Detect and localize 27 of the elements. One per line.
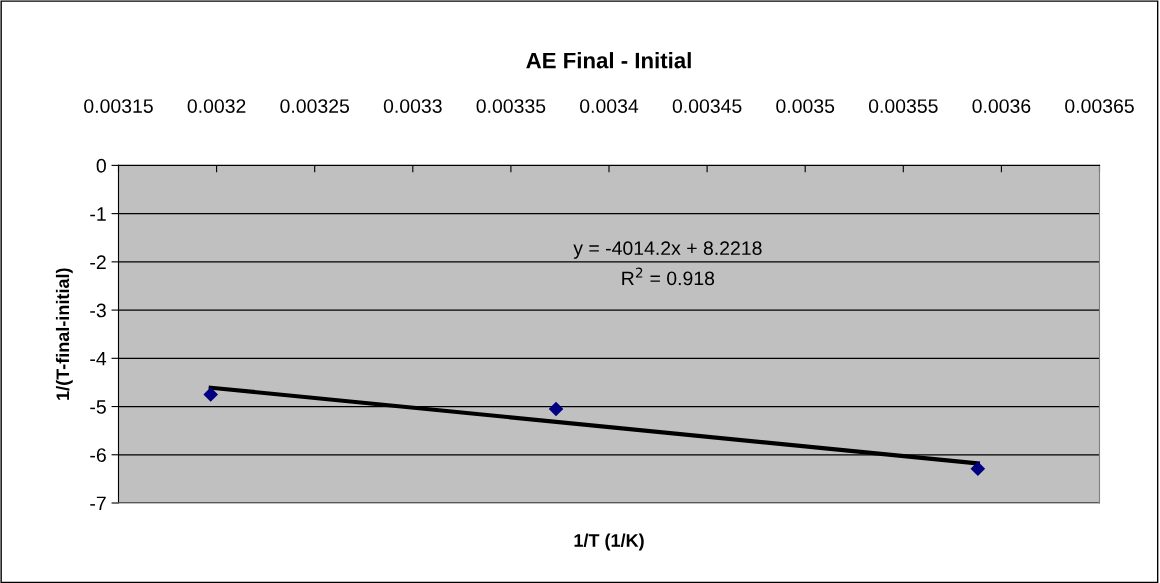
x-tick-label: 0.0033 <box>383 99 442 113</box>
x-tick-label: 0.00325 <box>280 99 350 113</box>
y-tick-label: -1 <box>90 207 106 221</box>
y-tick-label: -4 <box>90 351 107 366</box>
x-tick-label: 0.0034 <box>580 99 639 113</box>
point <box>548 401 564 417</box>
x-tick-label: 0.0032 <box>187 99 246 113</box>
annotation: R$^{2}$ = 0.918 <box>622 267 715 286</box>
x-axis-title: 1/T (1/K) <box>574 533 644 551</box>
annotation: y = -4014.2x + 8.2218 <box>573 241 762 259</box>
point <box>970 461 986 477</box>
chart-title: AE Final - Initial <box>526 52 691 69</box>
y-axis-title: 1/(T-final-initial) <box>55 268 73 400</box>
x-tick-label: 0.0036 <box>972 99 1031 113</box>
point <box>203 387 218 402</box>
y-tick-label: -2 <box>90 255 106 269</box>
y-tick-label: -7 <box>90 496 106 511</box>
y-tick-label: -5 <box>90 400 106 414</box>
x-tick-label: 0.00315 <box>84 99 153 113</box>
x-tick-label: 0.0035 <box>776 99 835 113</box>
x-tick-label: 0.00355 <box>868 99 938 113</box>
y-tick-label: 0 <box>96 158 106 173</box>
x-tick-label: 0.00335 <box>476 99 546 113</box>
x-tick-label: 0.00365 <box>1065 99 1134 113</box>
x-tick-label: 0.00345 <box>672 99 742 113</box>
y-tick-label: -3 <box>90 303 106 318</box>
y-tick-label: -6 <box>90 448 106 463</box>
